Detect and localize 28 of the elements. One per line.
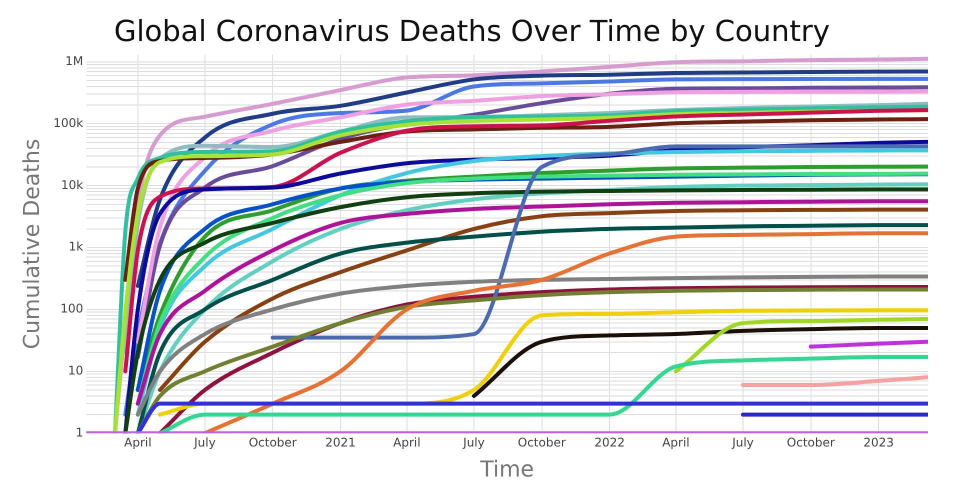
y-tick-label: 1M xyxy=(65,54,84,68)
chart-title: Global Coronavirus Deaths Over Time by Country xyxy=(114,14,830,48)
x-tick-label: 2021 xyxy=(325,436,356,450)
x-tick-label: April xyxy=(393,436,421,450)
x-tick-label: October xyxy=(248,436,297,450)
y-tick-label: 10 xyxy=(68,363,84,378)
y-tick-label: 10k xyxy=(61,178,84,192)
line-series xyxy=(158,355,928,434)
x-tick-label: July xyxy=(462,436,485,450)
line-series xyxy=(136,274,928,417)
y-tick-label: 100k xyxy=(53,116,84,130)
y-tick-label: 1k xyxy=(68,240,84,254)
x-tick-label: April xyxy=(662,436,690,450)
line-series xyxy=(136,69,928,288)
x-axis-title: Time xyxy=(479,458,534,483)
x-tick-label: October xyxy=(786,436,835,450)
line-series xyxy=(270,144,928,340)
x-tick-label: July xyxy=(193,436,216,450)
line-series xyxy=(674,317,928,374)
x-tick-label: July xyxy=(731,436,754,450)
y-tick-label: 1 xyxy=(76,425,84,440)
y-axis-title: Cumulative Deaths xyxy=(20,138,45,350)
y-tick-label: 100 xyxy=(60,302,84,316)
x-tick-label: 2022 xyxy=(594,436,625,450)
x-tick-label: October xyxy=(518,436,566,450)
x-tick-label: April xyxy=(124,436,152,450)
x-tick-label: 2023 xyxy=(863,436,894,450)
line-series xyxy=(472,326,928,398)
